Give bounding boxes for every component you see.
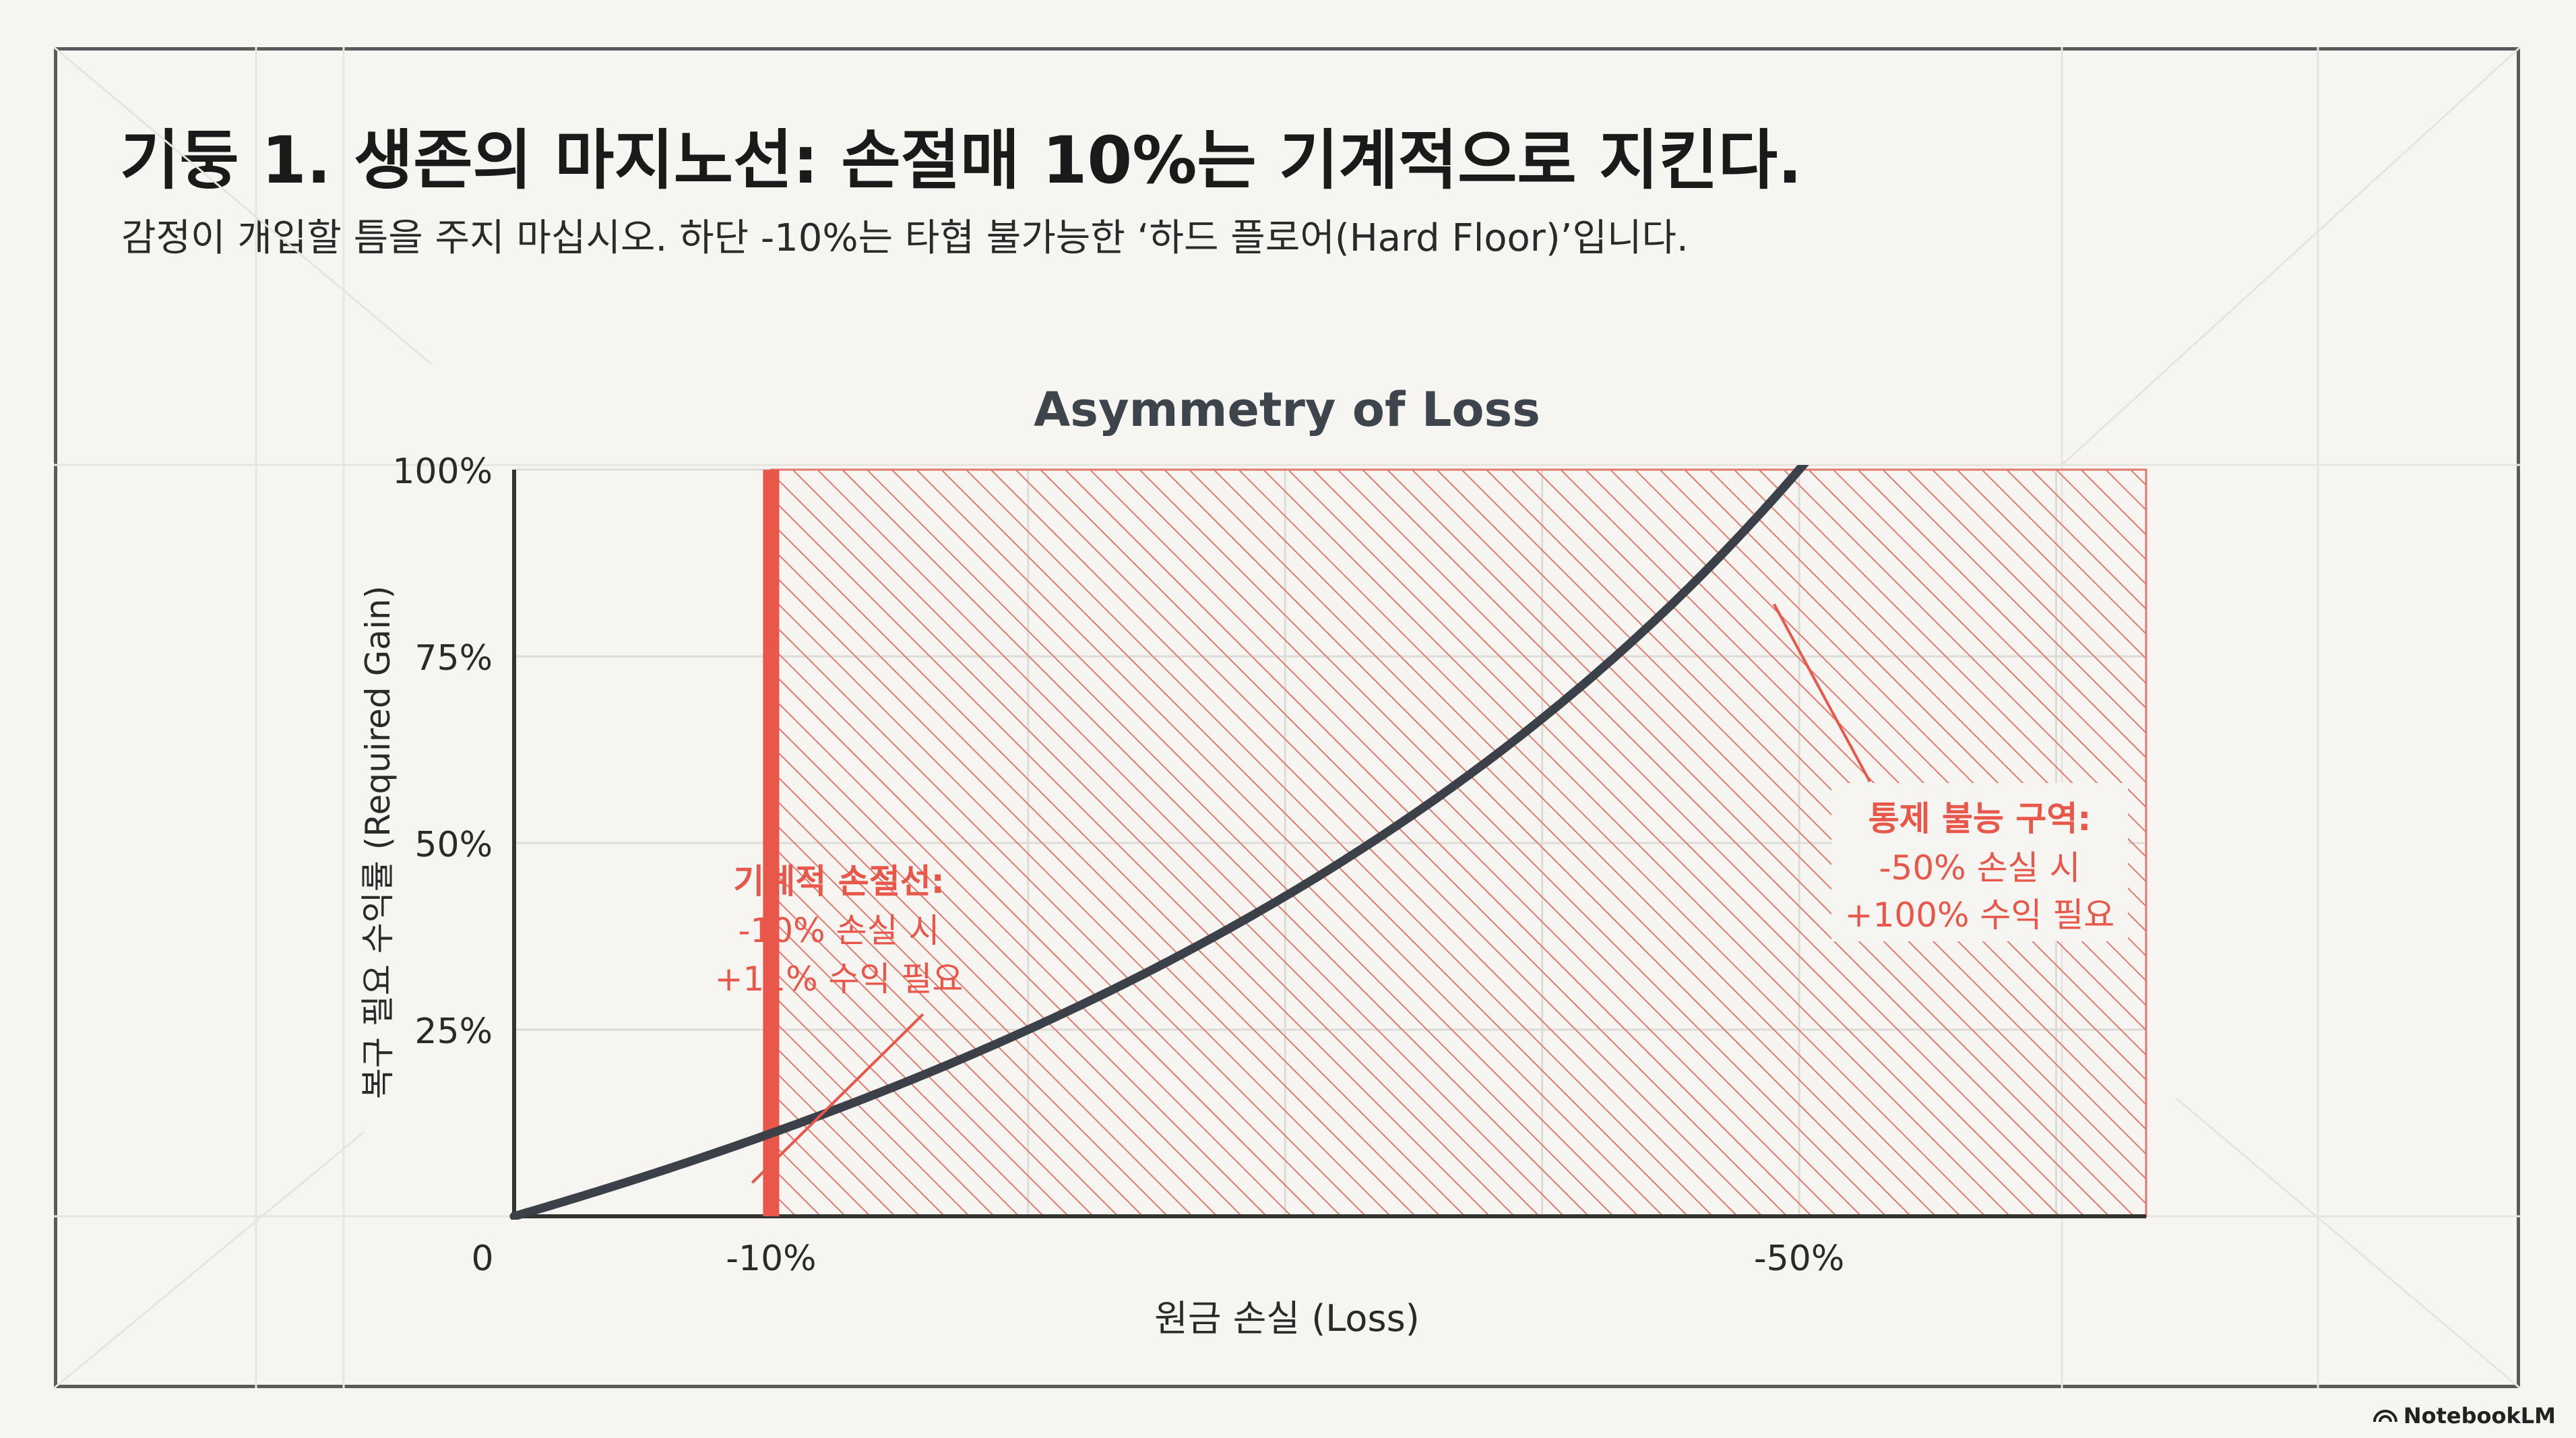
x-tick-label: -10% xyxy=(726,1239,816,1279)
data-point xyxy=(1153,964,1161,972)
stop-loss-leader-line xyxy=(751,1013,924,1184)
y-axis-label: 복구 필요 수익률 (Required Gain) xyxy=(358,586,398,1099)
data-point xyxy=(1795,466,1803,474)
data-point xyxy=(510,1212,518,1220)
data-point xyxy=(1538,714,1546,722)
stop-loss-annotation-text: -10% 손실 시 xyxy=(739,911,940,950)
data-point xyxy=(639,1173,647,1181)
chart-title: Asymmetry of Loss xyxy=(1034,382,1540,437)
danger-zone-annotation-text: -50% 손실 시 xyxy=(1879,848,2081,887)
x-axis-label: 원금 손실 (Loss) xyxy=(1154,1297,1420,1340)
stop-loss-line xyxy=(763,470,780,1216)
x-tick-label: -50% xyxy=(1754,1239,1844,1279)
danger-zone-annotation-text: 통제 불능 구역: xyxy=(1868,799,2092,838)
danger-zone-leader-line xyxy=(1773,603,1871,782)
stop-loss-annotation-text: 기계적 손절선: xyxy=(733,862,944,901)
data-point xyxy=(1410,811,1418,819)
data-point xyxy=(1024,1026,1032,1034)
series-line-required-gain xyxy=(509,465,1809,1220)
data-point xyxy=(767,1129,775,1137)
page-title: 기둥 1. 생존의 마지노선: 손절매 10%는 기계적으로 지킨다. xyxy=(120,123,1802,198)
stop-loss-annotation-text: +11% 수익 필요 xyxy=(715,960,964,999)
data-point xyxy=(896,1081,904,1089)
notebooklm-icon xyxy=(2373,1403,2398,1429)
y-tick-label: 50% xyxy=(414,825,493,865)
footer-brand: NotebookLM xyxy=(2373,1403,2556,1429)
danger-zone-annotation-text: +100% 수익 필요 xyxy=(1845,896,2115,935)
y-tick-label: 25% xyxy=(414,1011,493,1052)
slide-frame xyxy=(54,47,2520,1388)
data-point xyxy=(1281,892,1289,900)
y-tick-label: 75% xyxy=(414,638,493,679)
data-point xyxy=(1666,602,1674,610)
y-tick-label: 100% xyxy=(392,451,493,492)
footer-label: NotebookLM xyxy=(2403,1403,2556,1429)
page-subtitle: 감정이 개입할 틈을 주지 마십시오. 하단 -10%는 타협 불가능한 ‘하드… xyxy=(121,216,1689,260)
danger-zone-annotation-box xyxy=(1831,783,2128,941)
x-tick-label: 0 xyxy=(471,1239,493,1279)
